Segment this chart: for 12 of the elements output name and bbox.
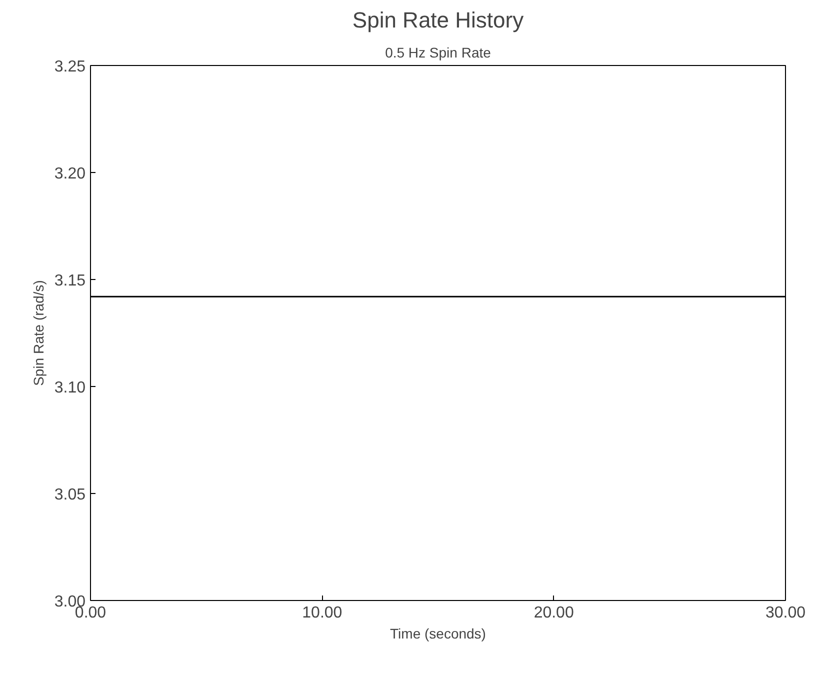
chart-subtitle: 0.5 Hz Spin Rate (385, 44, 492, 60)
x-tick-label: 30.00 (765, 604, 806, 622)
y-tick-label: 3.25 (54, 58, 86, 76)
chart-title: Spin Rate History (352, 8, 524, 32)
y-tick-label: 3.15 (54, 272, 86, 290)
x-tick-label: 10.00 (302, 604, 342, 622)
y-tick-label: 3.20 (54, 166, 86, 182)
y-tick-label: 3.10 (54, 380, 86, 396)
x-axis-title: Time (seconds) (390, 626, 486, 642)
y-tick-label: 3.05 (54, 486, 86, 504)
x-tick-label: 20.00 (534, 604, 574, 622)
y-axis-title: Spin Rate (rad/s) (30, 280, 46, 386)
